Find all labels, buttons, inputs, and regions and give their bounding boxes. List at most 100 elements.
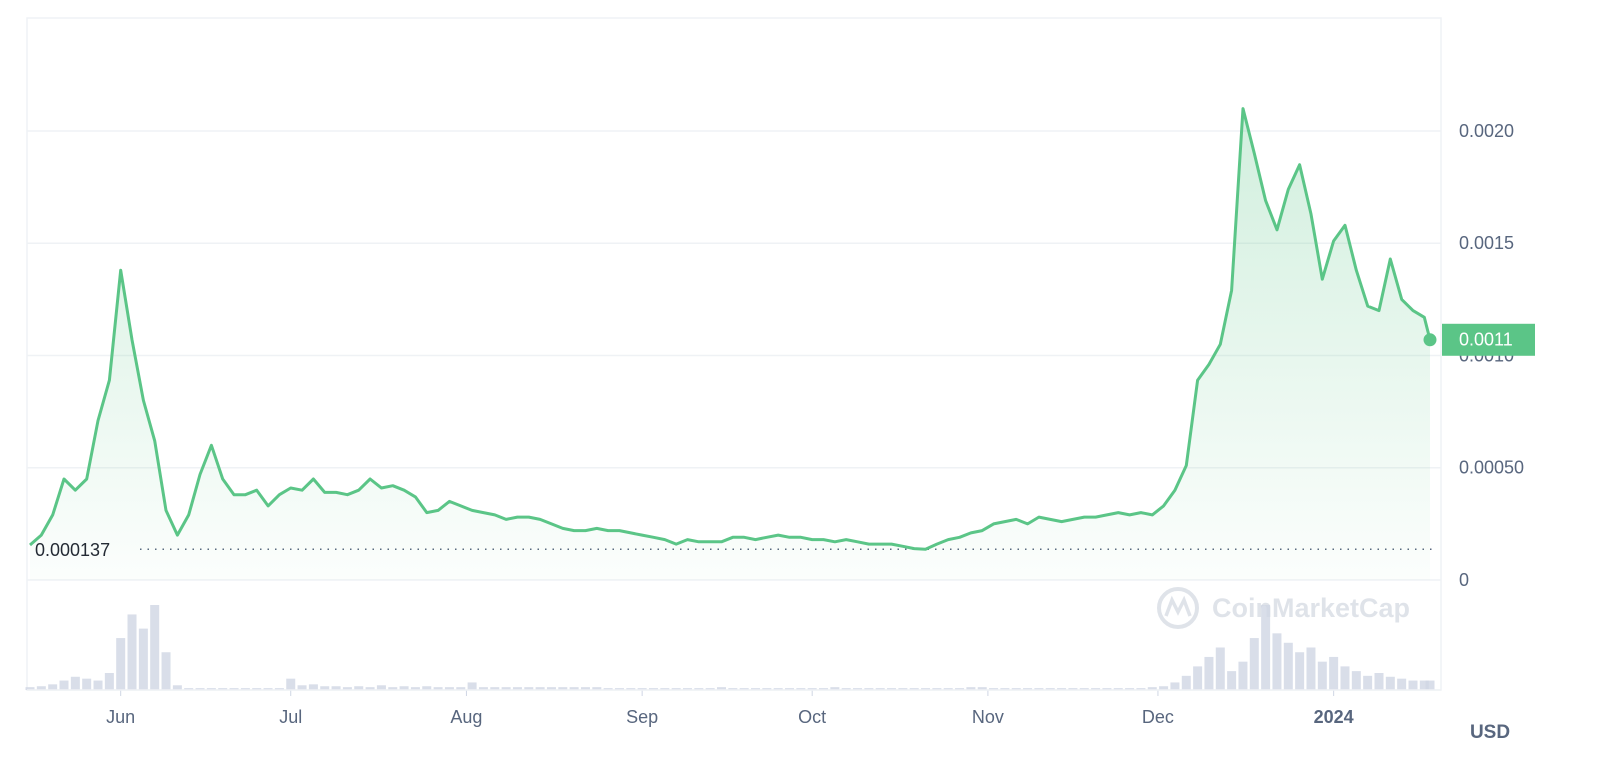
volume-bar — [887, 688, 897, 690]
volume-bar — [1425, 680, 1435, 690]
volume-bar — [308, 684, 318, 690]
volume-bar — [1227, 671, 1237, 690]
volume-bar — [467, 682, 477, 690]
volume-bar — [1079, 688, 1089, 690]
volume-bar — [388, 687, 398, 690]
x-tick-label: Aug — [450, 707, 482, 727]
volume-bar — [127, 614, 137, 690]
volume-bar — [1419, 680, 1429, 690]
volume-bar — [535, 687, 545, 690]
volume-bar — [989, 688, 999, 690]
volume-bar — [478, 687, 488, 690]
volume-bar — [104, 673, 114, 690]
volume-bar — [116, 638, 126, 690]
watermark: CoinMarketCap — [1157, 587, 1410, 629]
volume-bar — [297, 685, 307, 690]
volume-bar — [694, 688, 704, 690]
volume-bar — [399, 686, 409, 690]
volume-bar — [93, 680, 103, 690]
watermark-text: CoinMarketCap — [1212, 593, 1410, 623]
volume-bar — [580, 687, 590, 690]
volume-bar — [25, 687, 35, 690]
volume-bar — [614, 688, 624, 690]
volume-bar — [240, 688, 250, 690]
volume-bar — [1215, 647, 1225, 690]
volume-bar — [875, 688, 885, 690]
x-tick-label: Jun — [106, 707, 135, 727]
volume-bar — [977, 687, 987, 690]
volume-bar — [59, 680, 69, 690]
volume-bar — [172, 685, 182, 690]
volume-bar — [728, 688, 738, 690]
volume-bar — [286, 678, 296, 690]
volume-bar — [161, 652, 171, 690]
volume-bar — [830, 687, 840, 690]
x-tick-label: Sep — [626, 707, 658, 727]
volume-bar — [637, 688, 647, 690]
volume-bar — [1397, 678, 1407, 690]
volume-bar — [762, 688, 772, 690]
volume-bar — [1249, 638, 1259, 690]
volume-bar — [796, 688, 806, 690]
volume-bar — [1181, 675, 1191, 690]
volume-bar — [1113, 688, 1123, 690]
volume-bar — [82, 678, 92, 690]
volume-bar — [705, 688, 715, 690]
volume-bar — [1045, 688, 1055, 690]
y-tick-label: 0.0020 — [1459, 121, 1514, 141]
volume-bar — [943, 688, 953, 690]
volume-bar — [1091, 688, 1101, 690]
currency-label: USD — [1470, 722, 1510, 743]
y-tick-label: 0.00050 — [1459, 458, 1524, 478]
volume-bar — [1170, 682, 1180, 690]
volume-bar — [331, 686, 341, 690]
volume-bar — [921, 688, 931, 690]
volume-bar — [773, 688, 783, 690]
volume-bar — [150, 605, 160, 690]
volume-bar — [739, 688, 749, 690]
volume-bar — [546, 687, 556, 690]
volume-bar — [48, 684, 58, 690]
x-tick-label: Oct — [798, 707, 826, 727]
volume-bar — [1193, 666, 1203, 690]
volume-bar — [819, 688, 829, 690]
volume-bar — [1363, 675, 1373, 690]
volume-bar — [184, 688, 194, 690]
x-tick-label: Nov — [972, 707, 1004, 727]
volume-bar — [342, 687, 352, 690]
volume-bar — [252, 688, 262, 690]
volume-bar — [422, 686, 432, 690]
y-tick-label: 0 — [1459, 570, 1469, 590]
volume-bar — [898, 688, 908, 690]
y-tick-label: 0.0015 — [1459, 233, 1514, 253]
volume-bar — [1125, 688, 1135, 690]
volume-bar — [751, 688, 761, 690]
volume-bar — [592, 687, 602, 690]
volume-bar — [864, 688, 874, 690]
volume-bar — [955, 688, 965, 690]
volume-bar — [456, 687, 466, 690]
volume-bar — [966, 687, 976, 690]
volume-bar — [671, 688, 681, 690]
volume-bar — [501, 687, 511, 690]
volume-bar — [1159, 686, 1169, 690]
volume-bar — [1340, 666, 1350, 690]
volume-bar — [1136, 688, 1146, 690]
volume-bar — [558, 687, 568, 690]
volume-bar — [648, 688, 658, 690]
volume-bar — [263, 688, 273, 690]
volume-bar — [626, 688, 636, 690]
volume-bar — [1261, 605, 1271, 690]
x-tick-label: Dec — [1142, 707, 1174, 727]
volume-bar — [785, 688, 795, 690]
volume-bar — [218, 688, 228, 690]
volume-bar — [909, 688, 919, 690]
volume-bar — [274, 688, 284, 690]
volume-bar — [1351, 671, 1361, 690]
volume-bar — [1385, 676, 1395, 690]
volume-bar — [365, 687, 375, 690]
price-tag: 0.0011 — [1459, 330, 1513, 350]
volume-bar — [376, 685, 386, 690]
